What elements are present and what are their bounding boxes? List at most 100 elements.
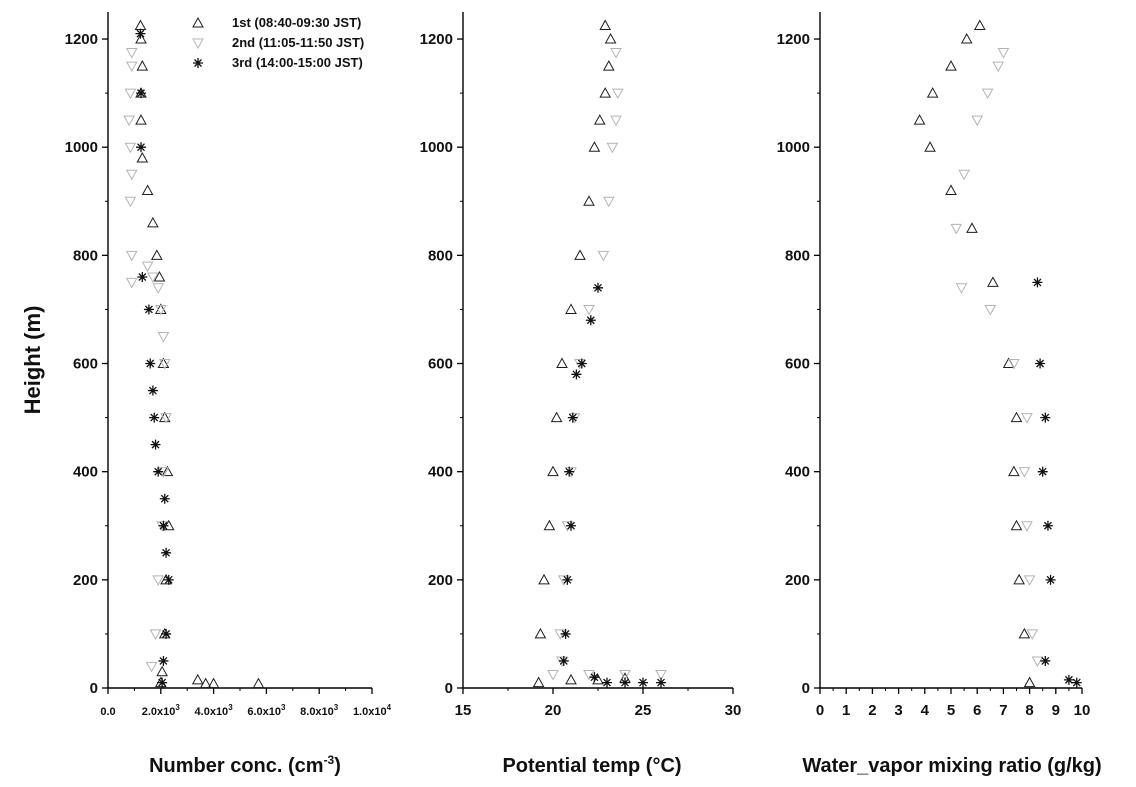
x-tick-label: 4.0x103 <box>195 703 234 718</box>
data-point <box>571 369 582 380</box>
data-point <box>1071 677 1082 688</box>
data-point <box>160 413 172 424</box>
data-point <box>565 673 577 685</box>
data-point <box>987 276 999 287</box>
data-point <box>602 677 612 688</box>
data-point <box>1018 627 1031 639</box>
data-point <box>154 304 167 316</box>
data-point <box>191 673 204 685</box>
data-point <box>1018 467 1031 478</box>
x-tick-label: 8 <box>1025 702 1033 719</box>
data-point <box>150 249 163 260</box>
data-point <box>599 19 612 31</box>
data-point <box>124 88 137 100</box>
data-point <box>958 169 970 181</box>
data-point <box>583 304 595 316</box>
legend-marker <box>192 16 204 28</box>
x-tick-label: 3 <box>894 702 902 719</box>
data-point <box>124 196 137 208</box>
data-point <box>125 250 138 262</box>
data-point <box>955 283 968 294</box>
data-point <box>576 358 587 369</box>
data-point <box>199 677 212 689</box>
data-point <box>971 115 984 127</box>
data-point <box>926 87 939 98</box>
data-point <box>560 628 571 639</box>
legend: 1st (08:40-09:30 JST) 2nd (11:05-11:50 JS… <box>192 15 364 70</box>
data-point <box>152 283 165 294</box>
data-point <box>599 87 612 98</box>
x-tick-label: 0 <box>816 702 824 719</box>
data-point <box>161 628 172 639</box>
data-point <box>950 223 963 235</box>
y-tick-label: 1000 <box>777 139 810 156</box>
data-point <box>984 304 997 316</box>
data-point <box>145 358 156 369</box>
data-point <box>567 412 578 423</box>
data-point <box>973 19 986 31</box>
data-point <box>153 466 164 477</box>
y-tick-label: 200 <box>428 572 453 589</box>
data-point <box>125 169 138 181</box>
data-point <box>143 304 154 315</box>
data-point <box>592 673 604 685</box>
x-tick-label: 6 <box>973 702 981 719</box>
legend-marker <box>192 38 204 50</box>
x-tick-label: 20 <box>545 702 562 719</box>
data-point <box>147 216 159 228</box>
data-point <box>161 547 172 558</box>
data-point <box>1008 465 1020 477</box>
series-triangle-up <box>134 19 265 689</box>
series-asterisk <box>135 28 174 688</box>
data-point <box>610 115 622 127</box>
data-point <box>1032 277 1043 288</box>
x-tick-label: 15 <box>455 702 472 719</box>
data-point <box>159 493 170 504</box>
data-point <box>158 520 169 531</box>
y-tick-label: 200 <box>785 572 810 589</box>
x-tick-label: 7 <box>999 702 1007 719</box>
data-point <box>137 271 148 282</box>
y-tick-label: 0 <box>445 680 453 697</box>
data-point <box>638 677 648 688</box>
data-point <box>1037 466 1048 477</box>
data-point <box>125 48 138 59</box>
y-tick-label: 600 <box>428 356 453 373</box>
y-tick-label: 1000 <box>65 139 98 156</box>
data-point <box>153 270 166 282</box>
data-point <box>157 331 170 343</box>
data-point <box>913 114 926 125</box>
data-point <box>588 141 601 152</box>
series-asterisk <box>1032 277 1082 688</box>
data-point <box>604 33 617 44</box>
data-point <box>602 60 615 71</box>
data-point <box>620 677 630 688</box>
x-tick-label: 30 <box>725 702 742 719</box>
data-point <box>156 665 168 677</box>
data-point <box>966 222 978 233</box>
data-point <box>1035 358 1046 369</box>
data-point <box>136 88 146 99</box>
data-point <box>543 519 556 531</box>
data-point <box>1031 656 1044 667</box>
y-tick-label: 1200 <box>420 31 453 48</box>
data-point <box>1021 413 1033 424</box>
series-triangle-up <box>532 19 631 688</box>
data-point <box>547 465 559 477</box>
data-point <box>532 676 545 688</box>
data-point <box>538 573 550 585</box>
y-tick-label: 400 <box>785 464 810 481</box>
data-point <box>981 88 994 100</box>
data-point <box>136 60 149 71</box>
chart-panel-3: 0 200 400 600 800 1000 1200 0 1 2 3 4 5 6 7 8 9 10 Water_v… <box>777 12 1102 777</box>
data-point <box>150 439 161 450</box>
x-tick-label: 4 <box>921 702 930 719</box>
data-point <box>149 412 160 423</box>
data-point <box>1040 412 1051 423</box>
data-point <box>534 627 547 639</box>
data-point <box>574 249 586 260</box>
y-tick-label: 600 <box>785 356 810 373</box>
x-axis-title: Water_vapor mixing ratio (g/kg) <box>802 755 1101 777</box>
legend-label: 2nd (11:05-11:50 JST) <box>232 35 364 50</box>
data-point <box>141 261 154 273</box>
